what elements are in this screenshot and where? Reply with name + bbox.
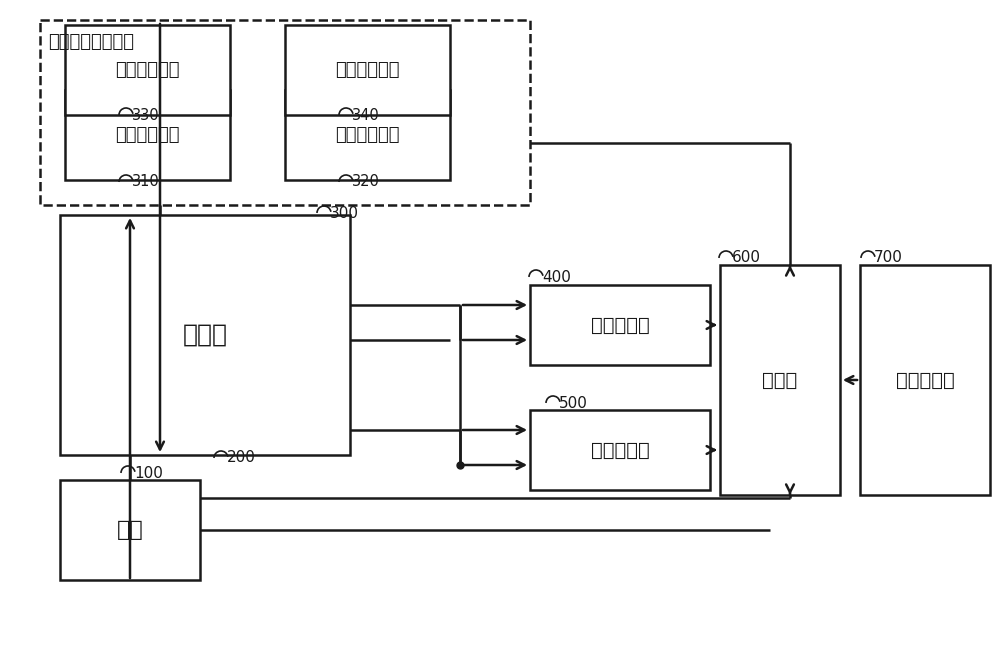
Bar bbox=[65, 90, 230, 180]
Bar bbox=[530, 285, 710, 365]
Text: 电子变速器: 电子变速器 bbox=[896, 371, 954, 390]
Bar bbox=[65, 25, 230, 115]
Bar bbox=[285, 90, 450, 180]
Text: 310: 310 bbox=[132, 174, 160, 190]
Bar bbox=[40, 20, 530, 205]
Text: 700: 700 bbox=[874, 251, 903, 266]
Text: 控制器: 控制器 bbox=[182, 323, 228, 347]
Text: 200: 200 bbox=[227, 451, 256, 466]
Text: 运动模式按鈕: 运动模式按鈕 bbox=[335, 126, 400, 144]
Text: 爬坡模式按鈕: 爬坡模式按鈕 bbox=[115, 61, 180, 79]
Text: 600: 600 bbox=[732, 251, 761, 266]
Text: 400: 400 bbox=[542, 270, 571, 285]
Text: 100: 100 bbox=[134, 466, 163, 480]
Bar bbox=[530, 410, 710, 490]
Text: 300: 300 bbox=[330, 205, 359, 220]
Text: 电池: 电池 bbox=[117, 520, 143, 540]
Text: 320: 320 bbox=[352, 174, 380, 190]
Bar bbox=[720, 265, 840, 495]
Text: 起步模式按鈕: 起步模式按鈕 bbox=[115, 126, 180, 144]
Text: 电子助力器: 电子助力器 bbox=[591, 440, 649, 459]
Bar bbox=[60, 215, 350, 455]
Bar bbox=[285, 25, 450, 115]
Text: 340: 340 bbox=[352, 108, 380, 123]
Text: 电子变速器: 电子变速器 bbox=[591, 316, 649, 335]
Bar bbox=[60, 480, 200, 580]
Text: 巡航模式按鈕: 巡航模式按鈕 bbox=[335, 61, 400, 79]
Text: 330: 330 bbox=[132, 108, 160, 123]
Text: 骑行模式选择单元: 骑行模式选择单元 bbox=[48, 33, 134, 51]
Text: 显示器: 显示器 bbox=[762, 371, 798, 390]
Text: 500: 500 bbox=[559, 396, 588, 411]
Bar bbox=[860, 265, 990, 495]
